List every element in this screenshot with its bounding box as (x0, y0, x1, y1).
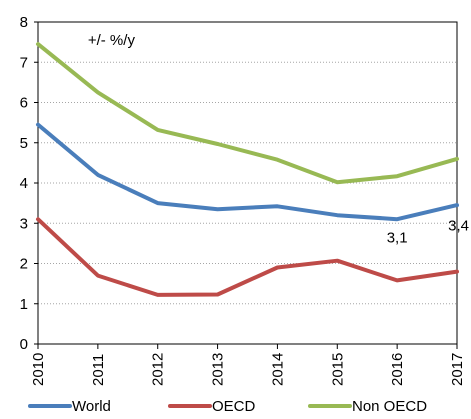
series-line-world (36, 122, 459, 222)
x-tick-label: 2014 (269, 353, 286, 386)
y-tick-label: 6 (20, 95, 28, 112)
y-tick-label: 3 (20, 215, 28, 232)
series-line-non-oecd (36, 42, 459, 185)
annotation-label: 3,4 (448, 217, 469, 234)
x-tick-label: 2010 (30, 353, 47, 386)
y-tick-label: 8 (20, 14, 28, 31)
x-tick-label: 2012 (150, 353, 167, 386)
annotation-label: 3,1 (387, 229, 408, 246)
x-tick-label: 2011 (90, 354, 107, 386)
y-tick-label: 2 (20, 256, 28, 273)
legend-label: OECD (212, 398, 256, 415)
annotations: +/- %/y 3,1 3,4 (88, 32, 469, 246)
axes: 0 1 2 3 4 5 6 7 8 2010 2011 2012 2013 2014 2015 2016 201… (20, 14, 466, 386)
legend: World OECD Non OECD (28, 398, 427, 415)
y-tick-label: 1 (20, 296, 28, 313)
x-tick-label: 2015 (329, 353, 346, 386)
y-tick-label: 0 (20, 336, 28, 353)
series-lines (36, 42, 459, 297)
legend-label: Non OECD (352, 398, 427, 415)
gridlines (38, 21, 457, 305)
plot-area-border (37, 21, 458, 345)
legend-label: World (72, 398, 111, 415)
y-tick-label: 7 (20, 54, 28, 71)
x-tick-label: 2017 (449, 353, 466, 386)
x-tick-label: 2013 (210, 353, 227, 386)
x-tick-label: 2016 (389, 353, 406, 386)
y-tick-label: 5 (20, 135, 28, 152)
annotation-label: +/- %/y (88, 32, 136, 49)
y-tick-label: 4 (20, 175, 28, 192)
series-line-oecd (36, 217, 459, 297)
